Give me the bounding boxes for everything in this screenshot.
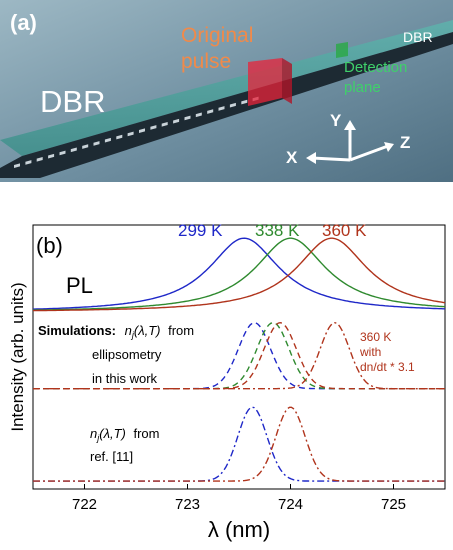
panel-b-label: (b) bbox=[36, 233, 63, 258]
x-tick-label: 723 bbox=[175, 496, 200, 513]
dbr-segment bbox=[229, 102, 236, 108]
series-line-ellipsometry-6 bbox=[33, 321, 445, 390]
spectra-curves bbox=[33, 237, 446, 482]
simulations-title: Simulations: bbox=[38, 323, 116, 338]
ref-from: from bbox=[133, 426, 159, 441]
sim-this-work: in this work bbox=[92, 371, 158, 386]
dbr-segment bbox=[116, 134, 123, 140]
x-tick-label: 722 bbox=[72, 496, 97, 513]
n-symbol: n bbox=[125, 323, 132, 338]
axis-triad bbox=[306, 120, 394, 164]
dbr-segment bbox=[93, 141, 100, 146]
dbr-left-label: DBR bbox=[40, 84, 105, 119]
series-line-PL-0 bbox=[33, 237, 445, 310]
x-axis-ticks: 722 723 724 725 bbox=[72, 484, 406, 513]
dbr-segment bbox=[104, 137, 111, 143]
dbr-segment bbox=[184, 115, 191, 121]
sim-ellipsometry: ellipsometry bbox=[92, 347, 162, 362]
sim-from: from bbox=[168, 323, 194, 338]
dbr-grating bbox=[14, 96, 259, 168]
dbr-right-label: DBR bbox=[403, 29, 433, 45]
ref-n-symbol: n bbox=[90, 426, 97, 441]
original-pulse-label-2: pulse bbox=[181, 50, 231, 73]
annot-360-line2: with bbox=[359, 345, 381, 359]
temp-label-338: 338 K bbox=[255, 221, 300, 240]
n-subscript: j bbox=[131, 330, 135, 340]
dbr-segment bbox=[59, 150, 66, 156]
waveguide-side bbox=[0, 32, 453, 178]
dbr-segment bbox=[195, 112, 202, 118]
n-args: (λ,T) bbox=[134, 323, 161, 338]
dbr-segment bbox=[36, 156, 43, 162]
ref-label-line1: nj(λ,T) from bbox=[90, 426, 159, 443]
axis-y-label: Y bbox=[330, 111, 342, 130]
dbr-segment bbox=[25, 160, 32, 165]
dbr-segment bbox=[150, 125, 157, 130]
ref-n-args: (λ,T) bbox=[99, 426, 126, 441]
dbr-segment bbox=[161, 121, 168, 127]
pl-label: PL bbox=[66, 273, 93, 298]
detection-plane bbox=[336, 42, 348, 58]
original-pulse-plane-side bbox=[282, 58, 292, 104]
original-pulse-label-1: Original bbox=[181, 24, 253, 47]
dbr-segment bbox=[218, 106, 225, 111]
y-axis-label: Intensity (arb. units) bbox=[8, 282, 27, 431]
dbr-segment bbox=[173, 118, 180, 124]
annot-360-line3: dn/dt * 3.1 bbox=[360, 360, 415, 374]
ref-n-subscript: j bbox=[96, 433, 100, 443]
detection-plane-label-2: plane bbox=[344, 79, 381, 96]
dbr-segment bbox=[207, 109, 214, 114]
panel-a-rendering: (a) DBR DBR Original pulse Detection pla… bbox=[0, 0, 453, 182]
series-line-ref11-8 bbox=[33, 406, 445, 482]
detection-plane-label-1: Detection bbox=[344, 59, 407, 76]
series-line-PL-2 bbox=[33, 237, 446, 312]
dbr-segment bbox=[70, 147, 77, 153]
axis-z-label: Z bbox=[400, 133, 410, 152]
ref-label-line2: ref. [11] bbox=[90, 449, 133, 464]
dbr-segment bbox=[82, 144, 89, 149]
original-pulse-plane bbox=[248, 58, 282, 106]
temp-label-299: 299 K bbox=[178, 221, 223, 240]
plot-area bbox=[32, 224, 446, 490]
annot-360-line1: 360 K bbox=[360, 330, 391, 344]
x-tick-label: 724 bbox=[278, 496, 303, 513]
series-line-ref11-7 bbox=[33, 406, 445, 482]
panel-b-chart: 722 723 724 725 (b) 299 K 338 K 360 K PL Si… bbox=[8, 221, 446, 542]
x-axis-label: λ (nm) bbox=[208, 517, 270, 542]
dbr-segment bbox=[48, 153, 55, 159]
x-tick-label: 725 bbox=[381, 496, 406, 513]
series-line-PL-1 bbox=[33, 237, 446, 311]
temp-label-360: 360 K bbox=[322, 221, 367, 240]
dbr-segment bbox=[127, 131, 134, 137]
panel-a-label: (a) bbox=[10, 10, 37, 35]
dbr-segment bbox=[139, 128, 145, 133]
axis-x-label: X bbox=[286, 148, 298, 167]
dbr-segment bbox=[241, 99, 248, 105]
dbr-segment bbox=[14, 163, 20, 168]
simulations-label: Simulations: nj(λ,T) from bbox=[38, 323, 194, 340]
